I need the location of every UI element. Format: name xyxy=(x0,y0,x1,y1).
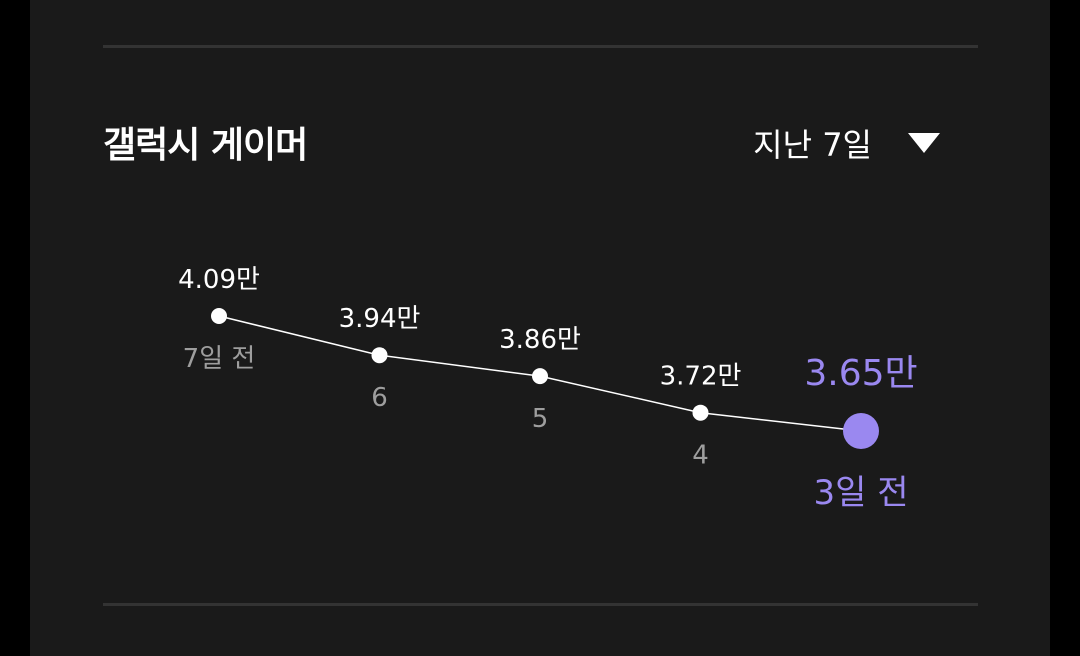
value-label: 3.86만 xyxy=(499,325,581,355)
x-tick-label: 4 xyxy=(692,441,709,471)
x-tick-label: 5 xyxy=(532,404,549,434)
x-tick-label: 7일 전 xyxy=(183,344,256,374)
dropdown-triangle-icon xyxy=(908,133,940,153)
panel xyxy=(30,0,1050,656)
section-title: 갤럭시 게이머 xyxy=(103,125,308,166)
bottom-divider xyxy=(103,603,978,606)
value-label: 3.65만 xyxy=(804,353,917,394)
data-point xyxy=(692,404,709,421)
data-point xyxy=(211,308,227,324)
data-point xyxy=(532,368,548,385)
value-label: 3.72만 xyxy=(660,362,742,392)
period-label: 지난 7일 xyxy=(753,126,872,164)
period-dropdown[interactable]: 지난 7일 xyxy=(753,120,940,166)
highlighted-point xyxy=(843,413,879,450)
data-point xyxy=(371,347,388,364)
x-tick-label: 3일 전 xyxy=(814,473,909,513)
top-divider xyxy=(103,45,978,48)
value-label: 4.09만 xyxy=(178,265,260,295)
x-tick-label: 6 xyxy=(371,383,388,413)
value-label: 3.94만 xyxy=(339,304,421,334)
